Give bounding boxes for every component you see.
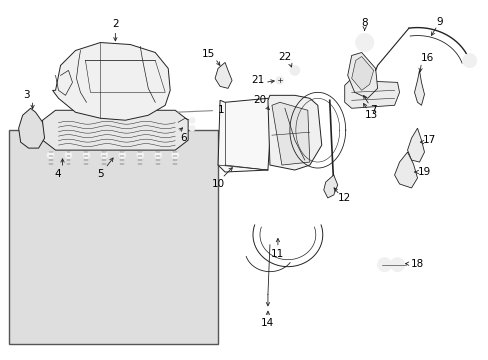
Polygon shape [215,62,232,88]
Circle shape [189,117,195,123]
Text: 11: 11 [271,249,284,259]
Text: 20: 20 [253,95,266,105]
Polygon shape [351,57,373,90]
Text: 3: 3 [23,90,30,100]
Text: 8: 8 [361,18,367,28]
Polygon shape [323,175,337,198]
Circle shape [101,152,108,159]
Polygon shape [52,42,170,120]
Circle shape [355,33,373,51]
Polygon shape [407,128,424,162]
Text: 17: 17 [422,135,435,145]
Text: 21: 21 [251,75,264,85]
Text: 13: 13 [364,110,378,120]
Circle shape [154,152,162,159]
Polygon shape [19,108,44,148]
Polygon shape [344,80,399,108]
Text: 22: 22 [278,53,291,63]
Circle shape [359,37,369,48]
Text: 16: 16 [420,54,433,63]
Polygon shape [267,95,321,170]
Text: 4: 4 [54,169,61,179]
Polygon shape [218,98,271,172]
Circle shape [390,258,404,272]
Circle shape [171,152,178,159]
Circle shape [275,76,284,84]
Polygon shape [414,71,424,105]
Text: 6: 6 [180,133,186,143]
Bar [9,130,218,345]
Polygon shape [347,53,377,98]
Circle shape [47,152,54,159]
Circle shape [377,258,391,272]
Text: 2: 2 [112,19,119,28]
Circle shape [119,152,125,159]
Polygon shape [42,110,188,150]
Text: 15: 15 [201,49,214,59]
Circle shape [83,152,90,159]
Text: 5: 5 [97,169,103,179]
Circle shape [189,125,195,131]
Text: 1: 1 [178,105,224,115]
Circle shape [462,54,476,68]
Circle shape [65,152,72,159]
Polygon shape [394,152,417,188]
Circle shape [289,66,299,75]
Text: 10: 10 [211,179,224,189]
Text: 7: 7 [369,105,376,115]
Text: 19: 19 [417,167,430,177]
Text: 18: 18 [410,259,423,269]
Text: 9: 9 [435,17,442,27]
Circle shape [137,152,143,159]
Polygon shape [271,102,309,165]
Text: 14: 14 [261,319,274,328]
Text: 12: 12 [337,193,350,203]
